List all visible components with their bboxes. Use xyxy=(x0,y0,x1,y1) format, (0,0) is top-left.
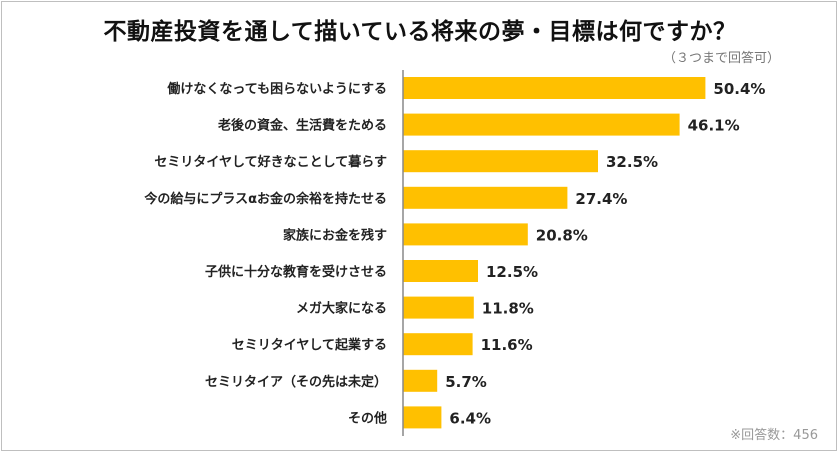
value-label: 46.1% xyxy=(688,117,740,135)
category-label: 働けなくなっても困らないようにする xyxy=(166,81,387,97)
value-label: 20.8% xyxy=(536,226,588,244)
chart-title: 不動産投資を通して描いている将来の夢・目標は何ですか？ xyxy=(103,19,737,45)
bar xyxy=(403,369,438,392)
value-label: 6.4% xyxy=(449,409,491,427)
value-label: 12.5% xyxy=(486,263,538,281)
bar xyxy=(403,223,528,246)
category-label: 子供に十分な教育を受けさせる xyxy=(205,264,387,280)
category-label: メガ大家になる xyxy=(296,301,387,317)
response-count-note: ※回答数：456 xyxy=(730,428,818,443)
bar xyxy=(403,77,706,99)
category-label: 老後の資金、生活費をためる xyxy=(217,118,387,134)
category-label: 今の給与にプラスαお金の余裕を持たせる xyxy=(143,191,387,207)
value-label: 27.4% xyxy=(575,190,627,208)
category-label: セミリタイヤして起業する xyxy=(232,337,387,353)
bar xyxy=(403,406,442,429)
value-label: 5.7% xyxy=(445,373,487,391)
bar xyxy=(403,260,478,282)
bar xyxy=(403,186,568,209)
category-label: セミリタイア（その先は未定） xyxy=(205,374,387,390)
bar xyxy=(403,113,680,136)
category-label: セミリタイヤして好きなことして暮らす xyxy=(154,154,387,170)
chart-subtitle: （３つまで回答可） xyxy=(662,51,780,66)
value-label: 32.5% xyxy=(606,153,658,171)
bar xyxy=(403,333,473,356)
bar xyxy=(403,296,474,319)
value-label: 50.4% xyxy=(713,80,765,98)
value-label: 11.8% xyxy=(482,300,534,318)
category-label: その他 xyxy=(348,410,387,426)
bar xyxy=(403,150,598,173)
category-label: 家族にお金を残す xyxy=(283,227,387,243)
value-label: 11.6% xyxy=(481,336,533,354)
